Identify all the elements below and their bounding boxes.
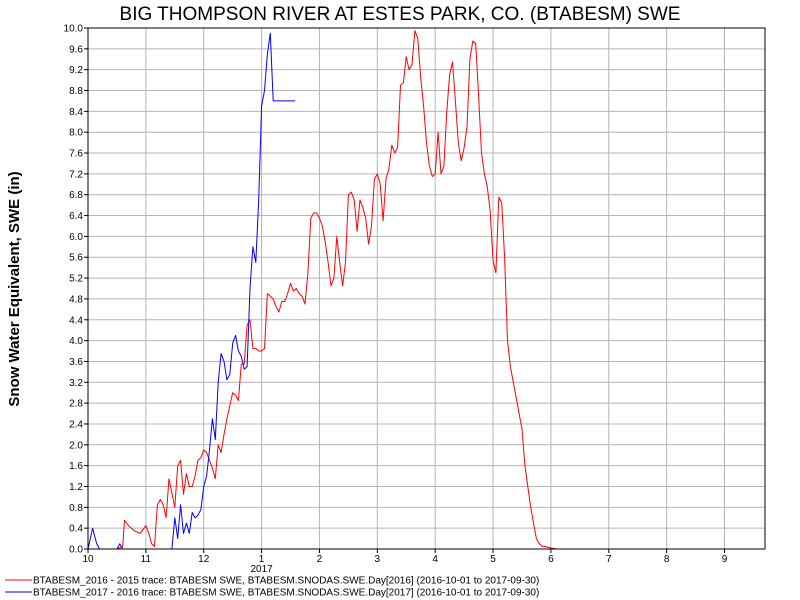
x-tick-label: 10 <box>82 554 94 565</box>
y-tick-label: 2.8 <box>69 399 83 410</box>
y-tick-label: 2.0 <box>69 440 83 451</box>
series-line-1 <box>88 30 765 550</box>
y-tick-label: 8.4 <box>69 107 83 118</box>
y-tick-label: 3.6 <box>69 357 83 368</box>
y-tick-label: 0.8 <box>69 503 83 514</box>
y-tick-label: 6.0 <box>69 232 83 243</box>
x-tick-label: 11 <box>141 554 152 565</box>
y-tick-label: 0.0 <box>69 545 83 556</box>
y-tick-label: 7.2 <box>69 169 83 180</box>
x-tick-label: 12 <box>198 554 210 565</box>
series-layer <box>87 30 765 550</box>
legend-label-2: BTABESM_2017 - 2016 trace: BTABESM SWE, … <box>33 588 539 599</box>
y-tick-label: 1.2 <box>69 482 83 493</box>
y-tick-label: 9.2 <box>69 65 83 76</box>
series-line-2 <box>87 32 296 550</box>
legend-label-1: BTABESM_2016 - 2015 trace: BTABESM SWE, … <box>33 576 539 587</box>
y-tick-label: 4.8 <box>69 294 83 305</box>
y-tick-label: 5.6 <box>69 253 83 264</box>
x-tick-label: 8 <box>664 554 670 565</box>
y-tick-label: 8.0 <box>69 128 83 139</box>
y-tick-label: 1.6 <box>69 461 83 472</box>
y-axis-label: Snow Water Equivalent, SWE (in) <box>6 171 23 406</box>
x-tick-label: 3 <box>375 554 381 565</box>
y-tick-label: 3.2 <box>69 378 83 389</box>
x-tick-label: 1 <box>259 554 265 565</box>
x-tick-label: 4 <box>432 554 438 565</box>
grid <box>88 27 765 550</box>
chart-title: BIG THOMPSON RIVER AT ESTES PARK, CO. (B… <box>120 4 681 25</box>
y-tick-label: 2.4 <box>69 419 83 430</box>
x-tick-label: 6 <box>548 554 554 565</box>
y-axis-ticks: 0.0 0.4 0.8 1.2 1.6 2.0 2.4 2.8 3.2 3.6 4.0 4.4 4.8 5… <box>64 24 88 556</box>
y-tick-label: 4.0 <box>69 336 83 347</box>
y-tick-label: 6.8 <box>69 190 83 201</box>
x-year-label: 2017 <box>250 564 273 575</box>
y-tick-label: 5.2 <box>69 274 83 285</box>
x-tick-label: 9 <box>722 554 728 565</box>
y-tick-label: 6.4 <box>69 211 83 222</box>
legend: BTABESM_2016 - 2015 trace: BTABESM SWE, … <box>5 576 539 599</box>
x-tick-label: 5 <box>490 554 496 565</box>
plot-frame <box>87 27 766 550</box>
y-tick-label: 4.4 <box>69 315 83 326</box>
y-tick-label: 9.6 <box>69 44 83 55</box>
y-tick-label: 0.4 <box>69 524 83 535</box>
y-tick-label: 8.8 <box>69 86 83 97</box>
y-tick-label: 7.6 <box>69 149 83 160</box>
x-tick-label: 2 <box>317 554 323 565</box>
y-tick-label: 10.0 <box>64 24 84 35</box>
x-tick-label: 7 <box>606 554 612 565</box>
